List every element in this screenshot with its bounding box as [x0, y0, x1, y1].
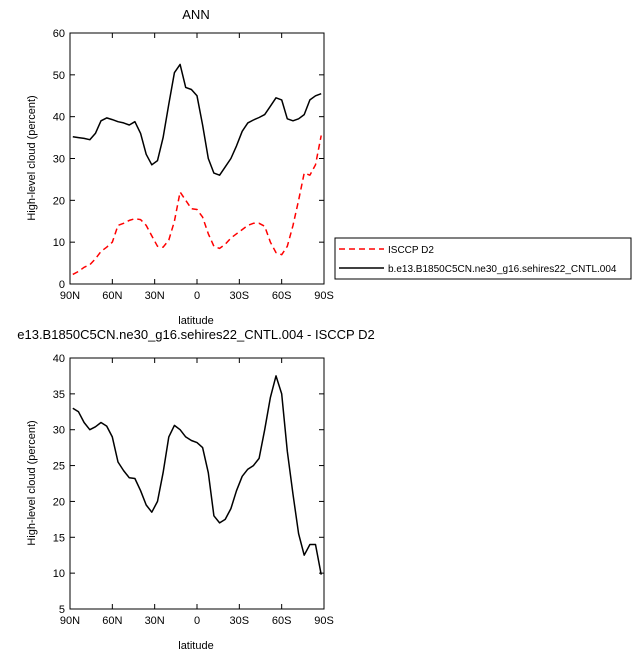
- x-tick-label: 0: [194, 290, 200, 302]
- legend-box: [334, 237, 632, 280]
- y-tick-label: 10: [53, 568, 65, 580]
- difference-chart: e13.B1850C5CN.ne30_g16.sehires22_CNTL.00…: [17, 327, 374, 652]
- x-tick-label: 30S: [230, 290, 250, 302]
- y-tick-label: 25: [53, 461, 65, 473]
- y-tick-label: 60: [53, 28, 65, 40]
- series-lines: [72, 375, 322, 575]
- x-tick-label: 90S: [314, 615, 334, 627]
- y-tick-label: 50: [53, 70, 65, 82]
- y-tick-label: 20: [53, 195, 65, 207]
- x-tick-label: 60S: [272, 290, 292, 302]
- y-tick-label: 0: [59, 279, 65, 291]
- y-tick-label: 20: [53, 496, 65, 508]
- x-axis-label: latitude: [178, 640, 213, 652]
- legend: ISCCP D2 b.e13.B1850C5CN.ne30_g16.sehire…: [334, 237, 632, 280]
- x-axis-label: latitude: [178, 315, 213, 327]
- y-tick-label: 5: [59, 604, 65, 616]
- plot-frame: [69, 357, 325, 610]
- x-tick-label: 0: [194, 615, 200, 627]
- x-tick-label: 30S: [230, 615, 250, 627]
- y-tick-label: 30: [53, 425, 65, 437]
- y-tick-label: 15: [53, 532, 65, 544]
- y-tick-label: 10: [53, 237, 65, 249]
- x-tick-label: 60N: [102, 290, 122, 302]
- series-line-0: [72, 375, 322, 575]
- axis-ticks: 90N 60N 30N 0 30S 60S 90S 0 10 20 30 40 50 60: [53, 28, 334, 302]
- x-tick-label: 60N: [102, 615, 122, 627]
- x-tick-label: 30N: [145, 290, 165, 302]
- y-tick-label: 40: [53, 353, 65, 365]
- y-tick-label: 35: [53, 389, 65, 401]
- x-tick-label: 30N: [145, 615, 165, 627]
- chart-title: e13.B1850C5CN.ne30_g16.sehires22_CNTL.00…: [17, 327, 374, 342]
- chart-title: ANN: [182, 7, 209, 22]
- legend-label-isccp: ISCCP D2: [388, 245, 434, 256]
- x-tick-label: 90N: [60, 615, 80, 627]
- y-axis-label: High-level cloud (percent): [26, 420, 38, 545]
- legend-label-model: b.e13.B1850C5CN.ne30_g16.sehires22_CNTL.…: [388, 264, 617, 275]
- y-tick-label: 30: [53, 154, 65, 166]
- axis-ticks: 90N 60N 30N 0 30S 60S 90S 5 10 15 20 25 30 35 40: [53, 353, 334, 627]
- series-line-0: [72, 135, 322, 276]
- x-tick-label: 90N: [60, 290, 80, 302]
- y-axis-label: High-level cloud (percent): [26, 95, 38, 220]
- series-line-1: [72, 63, 322, 176]
- annual-mean-chart: ANN 90N 60N 30N 0 30S 60S 90S 0 10 20 30 40 50 60 lat…: [26, 7, 334, 327]
- x-tick-label: 60S: [272, 615, 292, 627]
- x-tick-label: 90S: [314, 290, 334, 302]
- series-lines: [72, 63, 322, 276]
- y-tick-label: 40: [53, 112, 65, 124]
